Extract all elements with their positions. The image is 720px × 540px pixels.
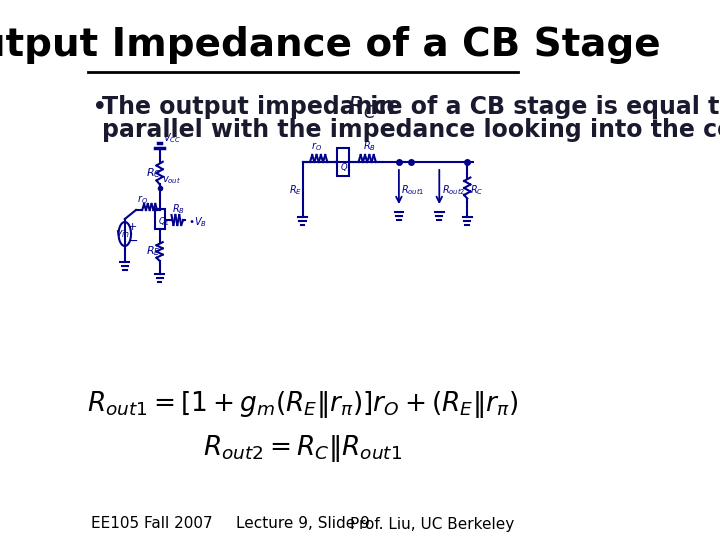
- Text: +: +: [127, 222, 137, 232]
- Text: $\bullet V_B$: $\bullet V_B$: [188, 215, 207, 229]
- Bar: [337, 148, 349, 176]
- Text: parallel with the impedance looking into the collector.: parallel with the impedance looking into…: [102, 118, 720, 142]
- Text: $R_E$: $R_E$: [289, 183, 302, 197]
- Text: The output impedance of a CB stage is equal to: The output impedance of a CB stage is eq…: [102, 95, 720, 119]
- Text: $R_C$: $R_C$: [146, 166, 161, 180]
- Text: $R_{out2} = R_C \| R_{out1}$: $R_{out2} = R_C \| R_{out1}$: [203, 433, 402, 463]
- Text: $r_O$: $r_O$: [138, 193, 148, 206]
- Text: $Q_1$: $Q_1$: [158, 216, 170, 228]
- Text: $R_C$: $R_C$: [470, 183, 484, 197]
- Bar: [155, 209, 165, 229]
- Text: $v_{out}$: $v_{out}$: [162, 174, 181, 186]
- Text: $R_{out1}$: $R_{out1}$: [401, 183, 425, 197]
- Text: $Q_1$: $Q_1$: [340, 161, 351, 173]
- Text: $R_B$: $R_B$: [363, 139, 376, 153]
- Text: Prof. Liu, UC Berkeley: Prof. Liu, UC Berkeley: [350, 516, 514, 531]
- Text: Output Impedance of a CB Stage: Output Impedance of a CB Stage: [0, 26, 660, 64]
- Text: EE105 Fall 2007: EE105 Fall 2007: [91, 516, 213, 531]
- Text: $r_O$: $r_O$: [311, 140, 323, 153]
- Text: $V_{CC}$: $V_{CC}$: [163, 131, 181, 145]
- Text: $R_{out2}$: $R_{out2}$: [442, 183, 465, 197]
- Text: •: •: [92, 95, 108, 121]
- Text: $R_{out1} = [1 + g_m(R_E \| r_\pi)]r_O + (R_E \| r_\pi)$: $R_{out1} = [1 + g_m(R_E \| r_\pi)]r_O +…: [87, 389, 518, 421]
- Text: Lecture 9, Slide 9: Lecture 9, Slide 9: [235, 516, 369, 531]
- Text: $R_E$: $R_E$: [146, 244, 161, 258]
- Text: in: in: [361, 95, 395, 119]
- Text: $v_{in}$: $v_{in}$: [115, 228, 130, 240]
- Text: $R_B$: $R_B$: [172, 202, 185, 216]
- Text: −: −: [127, 234, 138, 247]
- Text: $R_C$: $R_C$: [347, 95, 377, 121]
